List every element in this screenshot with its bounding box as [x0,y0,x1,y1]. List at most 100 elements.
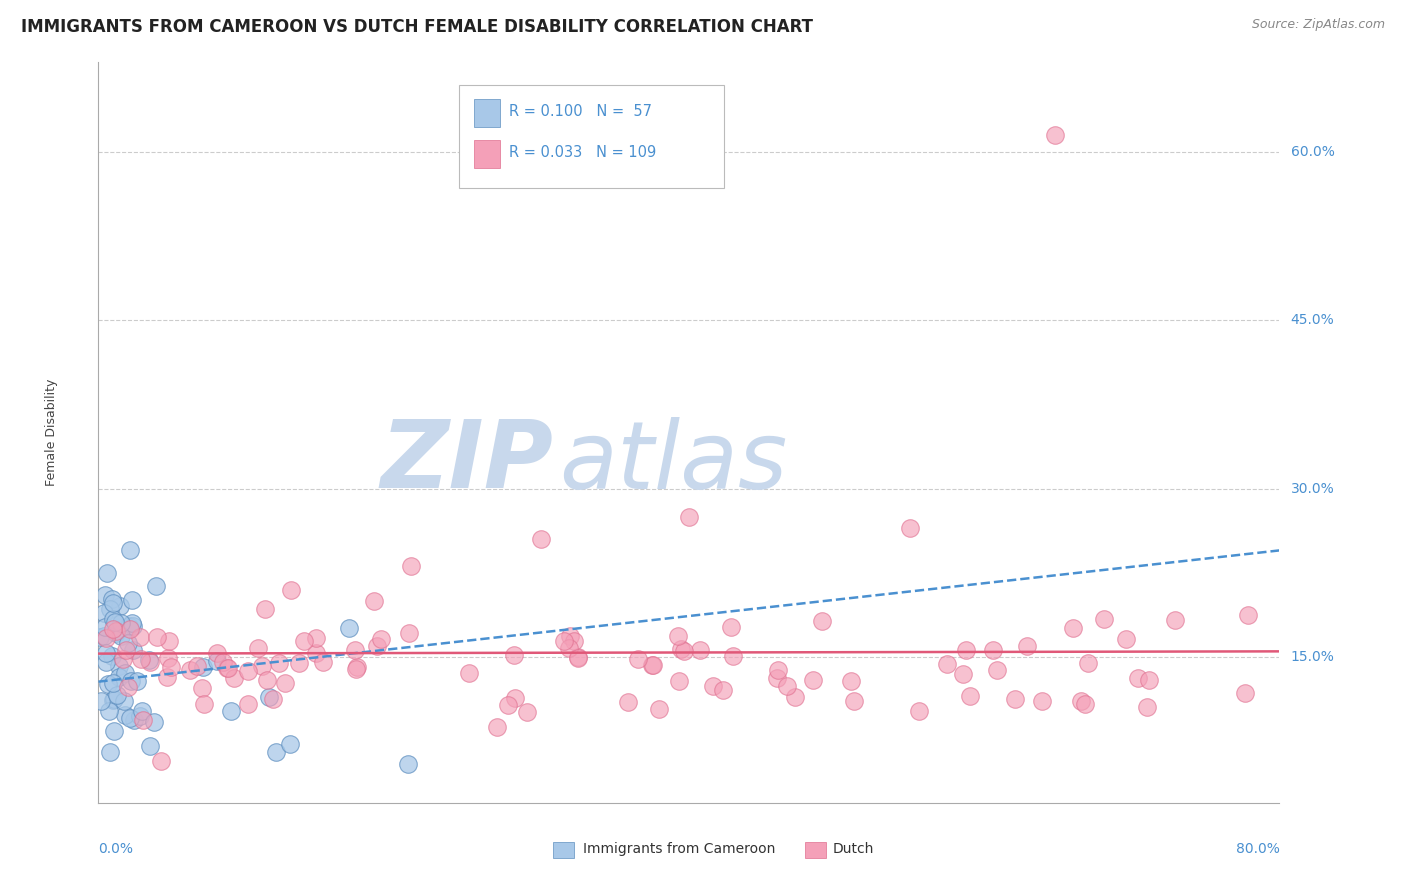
Point [558,640,581,655]
Point [157,634,180,648]
Point [264,745,287,759]
Point [94,620,117,634]
Point [94,646,117,660]
FancyBboxPatch shape [458,85,724,188]
Point [146,631,169,645]
Point [149,754,172,768]
Point [101,692,124,706]
Text: IMMIGRANTS FROM CAMEROON VS DUTCH FEMALE DISABILITY CORRELATION CHART: IMMIGRANTS FROM CAMEROON VS DUTCH FEMALE… [21,18,813,36]
Point [117,680,139,694]
Point [1092,613,1115,627]
Point [262,691,284,706]
Point [288,656,311,670]
Point [103,724,125,739]
Point [485,720,508,734]
Point [668,673,690,688]
Point [122,713,145,727]
Point [1163,613,1185,627]
Point [257,690,280,704]
Point [145,579,167,593]
Point [1043,128,1066,143]
Point [156,669,179,683]
Text: 80.0%: 80.0% [1236,842,1279,855]
Point [215,661,238,675]
Point [103,676,125,690]
Point [267,656,290,670]
Point [1115,632,1137,647]
Point [981,643,1004,657]
Point [343,643,366,657]
Point [128,708,150,723]
Point [496,698,519,713]
Point [766,671,789,685]
Point [103,622,125,636]
Point [672,644,695,658]
Point [627,652,650,666]
Point [97,677,120,691]
Point [186,658,208,673]
Point [280,583,302,598]
Point [776,680,799,694]
FancyBboxPatch shape [553,842,575,858]
Point [617,695,640,709]
Text: 15.0%: 15.0% [1291,650,1334,664]
Point [1017,639,1039,653]
Point [720,620,742,634]
Point [346,660,368,674]
Point [689,643,711,657]
Point [94,655,117,669]
Text: R = 0.100   N =  57: R = 0.100 N = 57 [509,103,652,119]
Point [702,680,724,694]
Point [503,691,526,706]
Point [811,614,834,628]
Point [131,652,153,666]
FancyBboxPatch shape [474,99,501,127]
Point [292,634,315,648]
Text: 0.0%: 0.0% [98,842,134,855]
Point [641,658,664,673]
Point [370,632,392,647]
Point [139,739,162,753]
Point [711,682,734,697]
Point [110,630,132,644]
Point [110,615,132,630]
Point [117,636,139,650]
Point [516,706,538,720]
Text: 30.0%: 30.0% [1291,482,1334,496]
Point [205,646,228,660]
Point [1070,694,1092,708]
Point [900,521,922,535]
Point [363,593,385,607]
FancyBboxPatch shape [804,842,825,858]
Point [120,543,142,558]
Point [312,655,335,669]
Point [90,694,112,708]
Point [238,664,260,678]
Point [114,643,136,657]
Point [669,642,692,657]
Point [97,704,120,718]
Point [120,711,142,725]
Point [212,655,235,669]
Point [101,596,124,610]
Point [193,660,215,674]
Point [246,640,269,655]
Point [219,704,242,718]
Point [118,622,141,636]
Point [157,651,180,665]
Point [252,659,274,673]
Point [138,653,160,667]
Point [121,642,143,657]
Point [842,694,865,708]
Point [986,664,1008,678]
Point [560,628,582,642]
Text: ZIP: ZIP [380,417,553,508]
Point [179,663,201,677]
Point [274,676,297,690]
Text: Immigrants from Cameroon: Immigrants from Cameroon [582,842,775,856]
Point [305,631,328,645]
Point [224,671,246,685]
Point [108,599,131,614]
Point [118,619,141,633]
Point [98,602,121,616]
